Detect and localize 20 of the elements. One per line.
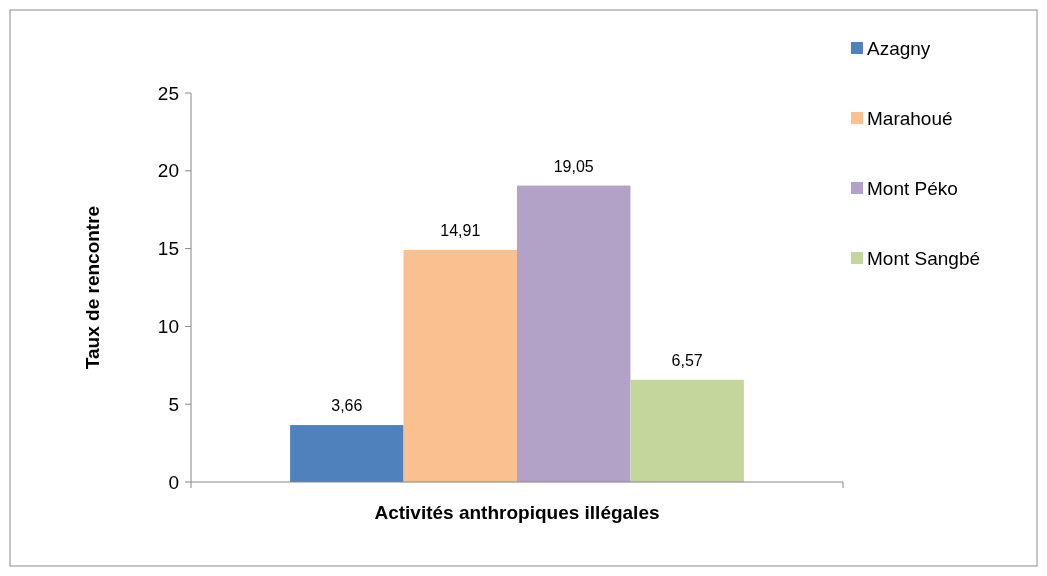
y-tick-label: 15 bbox=[157, 238, 179, 260]
bar bbox=[630, 379, 744, 482]
legend-label: Mont Péko bbox=[867, 177, 958, 199]
legend-label: Marahoué bbox=[867, 107, 953, 129]
y-tick-label: 10 bbox=[157, 316, 179, 338]
bar bbox=[290, 425, 404, 482]
data-label: 19,05 bbox=[553, 157, 594, 175]
legend-label: Mont Sangbé bbox=[867, 247, 981, 269]
y-tick-label: 20 bbox=[157, 160, 179, 182]
data-label: 14,91 bbox=[440, 222, 481, 239]
y-tick-label: 25 bbox=[157, 82, 179, 104]
y-tick-label: 0 bbox=[168, 471, 179, 493]
legend-label: Azagny bbox=[867, 37, 931, 59]
x-axis-title: Activités anthropiques illégales bbox=[374, 502, 660, 523]
data-label: 6,57 bbox=[671, 351, 703, 369]
y-tick-label: 5 bbox=[168, 393, 179, 415]
bar bbox=[517, 185, 631, 482]
y-axis-title: Taux de rencontre bbox=[82, 205, 103, 370]
bar bbox=[403, 250, 517, 482]
data-label: 3,66 bbox=[331, 397, 363, 415]
